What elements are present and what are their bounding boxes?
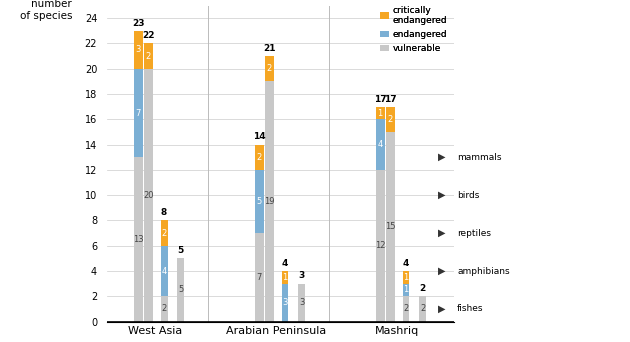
- Bar: [419, 296, 426, 321]
- Text: 20: 20: [143, 191, 154, 200]
- Legend: critically
endangered, endangered, vulnerable: critically endangered, endangered, vulne…: [378, 4, 449, 55]
- Text: 17: 17: [374, 94, 386, 104]
- Text: 2: 2: [266, 64, 272, 73]
- Text: 2: 2: [161, 228, 167, 238]
- Text: birds: birds: [457, 191, 479, 200]
- Text: 4: 4: [403, 259, 409, 268]
- Text: 5: 5: [178, 286, 183, 294]
- Bar: [282, 284, 289, 321]
- Text: 3: 3: [299, 298, 304, 307]
- Bar: [298, 284, 305, 321]
- Y-axis label: number
of species: number of species: [20, 0, 72, 21]
- Text: 15: 15: [385, 222, 396, 231]
- Text: 4: 4: [282, 259, 289, 268]
- Text: 2: 2: [387, 115, 393, 124]
- Text: 7: 7: [256, 273, 262, 282]
- Text: ▶: ▶: [438, 228, 445, 238]
- Text: 2: 2: [420, 304, 425, 313]
- Bar: [386, 132, 395, 321]
- Bar: [134, 69, 143, 157]
- Text: ▶: ▶: [438, 152, 445, 162]
- Text: 2: 2: [256, 153, 262, 162]
- Text: 4: 4: [377, 140, 383, 149]
- Bar: [161, 296, 168, 321]
- Text: ▶: ▶: [438, 266, 445, 276]
- Text: 1: 1: [282, 273, 288, 282]
- Bar: [161, 221, 168, 246]
- Bar: [134, 157, 143, 321]
- Bar: [403, 271, 410, 284]
- Text: 2: 2: [420, 284, 426, 293]
- Bar: [375, 119, 384, 170]
- Text: 2: 2: [146, 52, 151, 61]
- Text: ▶: ▶: [438, 190, 445, 200]
- Text: 22: 22: [142, 31, 155, 40]
- Bar: [386, 107, 395, 132]
- Bar: [161, 246, 168, 296]
- Bar: [177, 258, 184, 321]
- Text: 1: 1: [377, 108, 383, 118]
- Text: reptiles: reptiles: [457, 228, 491, 238]
- Text: 5: 5: [178, 246, 184, 255]
- Text: 1: 1: [403, 286, 409, 294]
- Bar: [255, 233, 264, 321]
- Text: 7: 7: [135, 108, 141, 118]
- Text: fishes: fishes: [457, 304, 483, 313]
- Text: 8: 8: [161, 208, 167, 217]
- Text: 23: 23: [132, 19, 144, 28]
- Text: 1: 1: [403, 273, 409, 282]
- Bar: [134, 31, 143, 69]
- Bar: [265, 56, 274, 81]
- Bar: [403, 284, 410, 296]
- Text: 3: 3: [282, 298, 288, 307]
- Text: 2: 2: [161, 304, 167, 313]
- Bar: [375, 170, 384, 321]
- Bar: [282, 271, 289, 284]
- Text: ▶: ▶: [438, 304, 445, 314]
- Text: 3: 3: [135, 45, 141, 54]
- Text: 3: 3: [299, 272, 305, 280]
- Text: 13: 13: [133, 235, 144, 244]
- Text: 12: 12: [375, 241, 386, 250]
- Bar: [255, 170, 264, 233]
- Text: 2: 2: [403, 304, 409, 313]
- Text: 17: 17: [384, 94, 397, 104]
- Bar: [255, 145, 264, 170]
- Text: 19: 19: [264, 197, 275, 206]
- Text: mammals: mammals: [457, 153, 501, 162]
- Bar: [144, 69, 153, 321]
- Text: amphibians: amphibians: [457, 266, 510, 276]
- Text: 4: 4: [161, 266, 167, 276]
- Text: 5: 5: [256, 197, 262, 206]
- Bar: [265, 81, 274, 321]
- Text: 21: 21: [263, 44, 276, 53]
- Bar: [144, 43, 153, 69]
- Text: 14: 14: [253, 132, 266, 142]
- Bar: [375, 107, 384, 119]
- Bar: [403, 296, 410, 321]
